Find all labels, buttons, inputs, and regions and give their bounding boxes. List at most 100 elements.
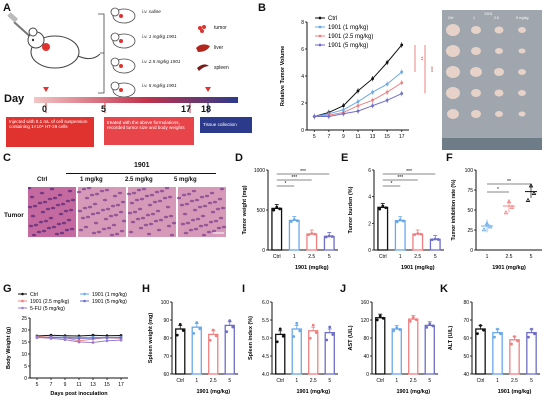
data-point [356,89,360,93]
data-point [400,43,404,47]
x-axis-label: 1901 (mg/kg) [498,389,532,395]
data-point [392,329,396,333]
bar [408,318,419,375]
cell-nucleus [193,227,199,231]
data-point [503,209,509,215]
cell-nucleus [163,215,169,219]
y-tick-label: 4 [301,74,304,80]
panel-letter-f: F [446,152,453,164]
legend-label: 1901 (2.5 mg/kg) [328,34,373,40]
legend-marker [318,34,322,38]
data-point [400,81,404,85]
step-box-collection [200,117,252,133]
cell-nucleus [153,219,159,223]
chart-i-spleen-index: 4.0 4.5 5.0 5.5 6.0 Spleen index (%) Ctrl 1 2.5 5… [248,300,338,395]
step-text-collection: Tissue collection [203,122,237,127]
cell-nucleus [82,206,88,210]
cell-nucleus [85,215,91,219]
y-axis-label: ALT (U/L) [448,326,454,351]
panel-letter-e: E [341,152,349,164]
cell-nucleus [199,195,205,199]
data-point [416,232,420,235]
tumor-specimen [471,26,481,34]
x-axis-label: 1901 (mg/kg) [295,265,329,271]
panel-a-schematic: i.v. saline i.v. 1 mg/kg 1901 i.v. 2.5 m… [0,0,255,150]
histology-col-ctrl: Ctrl [37,177,48,183]
cell-nucleus [149,193,155,197]
y-axis-label: Tumor weight (mg) [242,185,248,234]
bar [424,324,435,375]
tumor-specimen [470,67,482,77]
cell-nucleus [129,201,135,205]
cell-nucleus [67,189,73,193]
cell-nucleus [61,221,67,225]
cell-nucleus [64,228,70,232]
x-tick-label: 2.5 [410,378,417,384]
x-tick-label: Ctrl [273,254,281,260]
y-tick-label: 2 [301,101,304,107]
bar [526,331,537,375]
tumor-specimen [446,24,460,36]
tumor-specimen [518,111,526,117]
spleen-icon [197,64,209,71]
y-tick-label: 20 [21,328,27,334]
cell-nucleus [69,227,75,231]
tumor-specimen [447,109,459,119]
data-point [295,321,299,325]
x-tick-label: 1 [399,254,402,260]
cell-nucleus [200,214,206,218]
cell-nucleus [99,189,105,193]
cell-nucleus [60,202,66,206]
cell-nucleus [145,213,151,217]
sig-label: * [391,181,393,187]
cell-nucleus [30,214,36,218]
cell-nucleus [185,221,191,225]
x-tick-label: Ctrl [379,254,387,260]
cell-nucleus [45,207,51,211]
y-tick-label: 100 [161,300,170,306]
data-point [192,331,196,335]
cell-nucleus [51,225,57,229]
cell-nucleus [127,211,133,215]
photo-col-ctrl: Ctrl [448,16,454,20]
histology-col-1mg: 1 mg/kg [80,177,103,183]
y-tick-label: 500 [257,208,266,214]
data-point [506,198,512,204]
cell-nucleus [78,228,84,232]
data-point [400,70,404,74]
y-tick-label: 75 [467,188,473,194]
sig-label: *** [397,175,403,181]
sig-label: * [285,181,287,187]
cell-nucleus [168,214,174,218]
y-axis-label: Tumor burden (%) [348,186,354,233]
y-tick-label: 100 [465,168,474,174]
tumor-photo: 1901 Ctrl 1 2.5 5 mg/kg [442,10,542,150]
cell-nucleus [206,230,212,234]
data-point [278,327,282,331]
y-tick-label: 70 [463,318,469,324]
cell-nucleus [81,187,87,191]
cell-nucleus [143,223,149,227]
chart-e-tumor-burden: 0 2 4 6 Tumor burden (%) Ctrl 1 2.5 5 1901 (mg/kg… [348,168,444,271]
cell-nucleus [181,193,187,197]
cell-nucleus [183,231,189,235]
cell-nucleus [49,187,55,191]
y-tick-label: 10 [21,352,27,358]
tumor-specimen [494,89,504,97]
data-point [225,330,229,334]
cell-nucleus [91,231,97,235]
cell-nucleus [136,188,142,192]
cell-nucleus [195,217,201,221]
data-point [105,336,109,340]
y-tick-label: 50 [463,354,469,360]
panel-letter-g: G [3,283,12,295]
data-point [401,219,405,223]
cell-nucleus [155,209,161,213]
cell-nucleus [194,198,200,202]
data-point [307,233,311,237]
cell-nucleus [128,230,134,234]
data-point [479,324,482,327]
day-mark-18: 18 [201,104,212,114]
timeline-bar [34,97,238,103]
step-text-injection: Injected with 0.1 mL of cell suspension … [9,119,88,130]
